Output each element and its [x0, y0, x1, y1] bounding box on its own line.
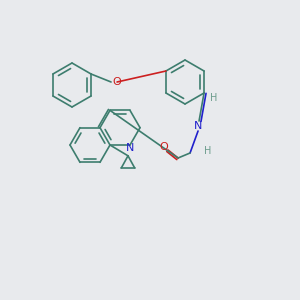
Text: N: N — [194, 121, 202, 131]
Text: O: O — [160, 142, 168, 152]
Text: O: O — [113, 77, 122, 87]
Text: N: N — [126, 143, 134, 153]
Text: H: H — [210, 93, 218, 103]
Text: H: H — [204, 146, 212, 156]
